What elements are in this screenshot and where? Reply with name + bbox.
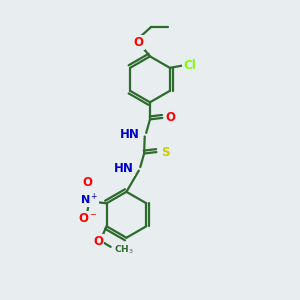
Text: O: O [82, 176, 92, 189]
Text: O: O [93, 235, 103, 248]
Text: S: S [161, 146, 170, 159]
Text: O$^-$: O$^-$ [77, 212, 97, 225]
Text: Cl: Cl [183, 59, 196, 72]
Text: CH$_3$: CH$_3$ [114, 244, 134, 256]
Text: O: O [165, 111, 175, 124]
Text: HN: HN [120, 128, 140, 141]
Text: N$^+$: N$^+$ [80, 191, 98, 206]
Text: HN: HN [114, 162, 134, 175]
Text: O: O [134, 36, 144, 49]
